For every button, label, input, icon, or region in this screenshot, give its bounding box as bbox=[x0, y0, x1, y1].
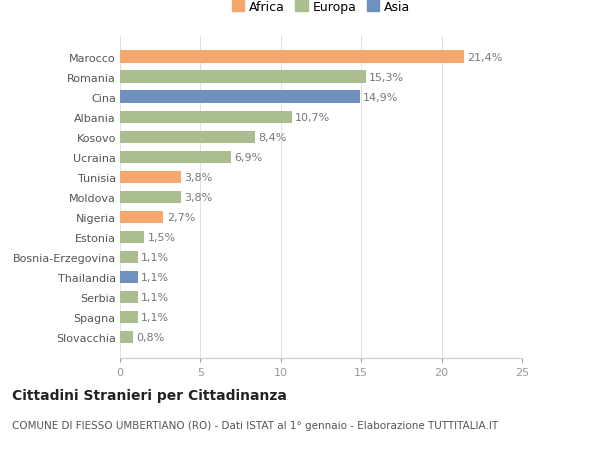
Bar bbox=[120, 251, 137, 263]
Bar bbox=[120, 231, 144, 244]
Text: 1,1%: 1,1% bbox=[141, 292, 169, 302]
Text: 0,8%: 0,8% bbox=[136, 332, 164, 342]
Bar bbox=[120, 291, 137, 303]
Text: 15,3%: 15,3% bbox=[369, 73, 404, 83]
Bar bbox=[120, 271, 137, 284]
Bar bbox=[120, 51, 464, 64]
Text: 1,1%: 1,1% bbox=[141, 312, 169, 322]
Text: 21,4%: 21,4% bbox=[467, 52, 503, 62]
Bar bbox=[120, 171, 181, 184]
Text: 1,1%: 1,1% bbox=[141, 272, 169, 282]
Text: 1,1%: 1,1% bbox=[141, 252, 169, 262]
Text: 10,7%: 10,7% bbox=[295, 112, 331, 123]
Text: 8,4%: 8,4% bbox=[258, 133, 287, 142]
Bar bbox=[120, 111, 292, 123]
Bar bbox=[120, 91, 359, 104]
Bar bbox=[120, 331, 133, 343]
Text: 3,8%: 3,8% bbox=[184, 173, 212, 182]
Text: 3,8%: 3,8% bbox=[184, 192, 212, 202]
Text: Cittadini Stranieri per Cittadinanza: Cittadini Stranieri per Cittadinanza bbox=[12, 388, 287, 402]
Text: 14,9%: 14,9% bbox=[363, 92, 398, 102]
Bar bbox=[120, 191, 181, 203]
Text: 1,5%: 1,5% bbox=[148, 232, 175, 242]
Text: 2,7%: 2,7% bbox=[167, 213, 195, 222]
Text: COMUNE DI FIESSO UMBERTIANO (RO) - Dati ISTAT al 1° gennaio - Elaborazione TUTTI: COMUNE DI FIESSO UMBERTIANO (RO) - Dati … bbox=[12, 420, 498, 430]
Bar bbox=[120, 131, 255, 144]
Bar bbox=[120, 71, 366, 84]
Text: 6,9%: 6,9% bbox=[234, 152, 262, 162]
Bar bbox=[120, 311, 137, 324]
Legend: Africa, Europa, Asia: Africa, Europa, Asia bbox=[228, 0, 414, 17]
Bar bbox=[120, 151, 231, 163]
Bar bbox=[120, 211, 163, 224]
